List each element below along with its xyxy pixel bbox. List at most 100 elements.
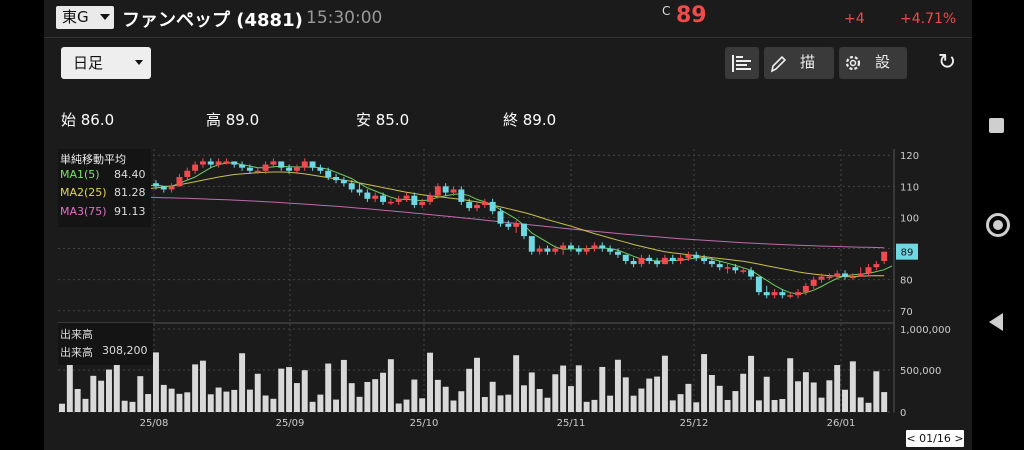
volume-bar xyxy=(740,373,747,412)
volume-bar xyxy=(207,394,214,412)
volume-axis-label: 500,000 xyxy=(900,366,941,377)
candle xyxy=(356,189,363,193)
volume-bar xyxy=(544,397,551,412)
candle xyxy=(787,295,794,297)
candle xyxy=(779,292,786,296)
candle xyxy=(646,257,653,261)
stock-app: 東G ファンペップ (4881) 15:30:00 C 89 +4 +4.71%… xyxy=(44,0,972,450)
settings-button[interactable]: 設定 xyxy=(839,47,907,79)
volume-bar xyxy=(458,391,465,412)
volume-bar xyxy=(442,386,449,412)
volume-bar xyxy=(481,397,488,412)
recents-icon[interactable] xyxy=(989,118,1004,133)
volume-bar xyxy=(270,398,277,412)
ma3-value: 91.13 xyxy=(114,205,146,218)
volume-bar xyxy=(192,364,199,412)
candle xyxy=(614,251,621,255)
volume-bar xyxy=(810,382,817,412)
candle xyxy=(528,236,535,252)
candle xyxy=(215,161,222,165)
candle xyxy=(466,201,473,209)
candle xyxy=(442,186,449,193)
candle xyxy=(599,245,606,249)
volume-bar xyxy=(661,355,668,412)
volume-bar xyxy=(630,395,637,412)
date-axis-label: 25/12 xyxy=(680,418,709,429)
volume-bar xyxy=(113,363,120,412)
draw-button[interactable]: 描画 xyxy=(764,47,834,79)
cursor-date-tag[interactable]: < 01/16 > xyxy=(906,430,964,447)
volume-legend-title: 出来高 xyxy=(60,328,93,341)
volume-bar xyxy=(82,398,89,412)
volume-bar xyxy=(74,388,81,412)
candle xyxy=(411,195,418,205)
volume-value: 308,200 xyxy=(102,344,148,357)
volume-bar xyxy=(497,395,504,412)
date-axis-label: 26/01 xyxy=(827,418,856,429)
volume-bar xyxy=(567,386,574,412)
price-axis-label: 100 xyxy=(900,213,919,224)
ma-legend-title: 単純移動平均 xyxy=(60,153,126,166)
candle xyxy=(802,285,809,293)
volume-bar xyxy=(66,361,73,412)
volume-bar xyxy=(755,400,762,412)
candle xyxy=(403,195,410,199)
volume-bar xyxy=(152,352,159,412)
header-bar: 東G ファンペップ (4881) 15:30:00 C 89 +4 +4.71% xyxy=(44,0,972,37)
price-axis-label: 120 xyxy=(900,151,919,162)
indicator-button[interactable] xyxy=(725,47,759,79)
volume-bar xyxy=(364,381,371,412)
date-axis-label: 25/10 xyxy=(410,418,439,429)
candlestick-chart[interactable]: 12011010090807025/0825/0925/1025/1125/12… xyxy=(44,145,972,450)
candle xyxy=(575,248,582,252)
candle xyxy=(716,264,723,268)
volume-bar xyxy=(575,365,582,412)
open-value: 始 86.0 xyxy=(61,111,115,129)
period-select[interactable]: 日足 xyxy=(61,47,151,79)
volume-bar xyxy=(708,375,715,412)
volume-bar xyxy=(160,384,167,412)
candle xyxy=(740,270,747,272)
volume-bar xyxy=(286,367,293,412)
volume-bar xyxy=(356,396,363,412)
candle xyxy=(497,211,504,224)
exchange-select[interactable]: 東G xyxy=(56,6,114,29)
volume-bar xyxy=(98,380,105,412)
candle xyxy=(387,201,394,204)
volume-bar xyxy=(293,383,300,412)
volume-bar xyxy=(607,395,614,412)
volume-bar xyxy=(599,366,606,412)
refresh-icon[interactable]: ↻ xyxy=(937,50,957,75)
date-axis-label: 25/09 xyxy=(276,418,305,429)
volume-bar xyxy=(654,376,661,412)
candle xyxy=(168,186,175,190)
back-icon[interactable] xyxy=(989,313,1003,331)
volume-bar xyxy=(434,379,441,412)
candle xyxy=(192,164,199,171)
volume-bar xyxy=(168,388,175,412)
volume-bar xyxy=(372,379,379,412)
candle xyxy=(372,195,379,199)
volume-bar xyxy=(513,355,520,412)
ma2-value: 81.28 xyxy=(114,186,146,199)
candle xyxy=(849,276,856,279)
candle xyxy=(865,267,872,274)
volume-bar xyxy=(521,385,527,412)
candle xyxy=(881,251,888,261)
volume-bar xyxy=(583,401,590,412)
volume-axis-label: 1,000,000 xyxy=(900,325,951,336)
volume-bar xyxy=(380,372,387,412)
volume-bar xyxy=(716,385,723,412)
candle xyxy=(246,167,253,171)
volume-axis-label: 0 xyxy=(900,408,906,419)
price-change: +4 xyxy=(844,11,865,27)
volume-bar xyxy=(231,389,238,412)
volume-bar xyxy=(427,352,433,412)
android-nav-bar xyxy=(972,0,1024,450)
candle xyxy=(239,164,246,168)
exchange-label: 東G xyxy=(62,8,89,26)
caret-down-icon xyxy=(100,14,110,20)
home-icon[interactable] xyxy=(986,213,1010,237)
candle xyxy=(654,261,661,265)
candle xyxy=(395,198,402,202)
